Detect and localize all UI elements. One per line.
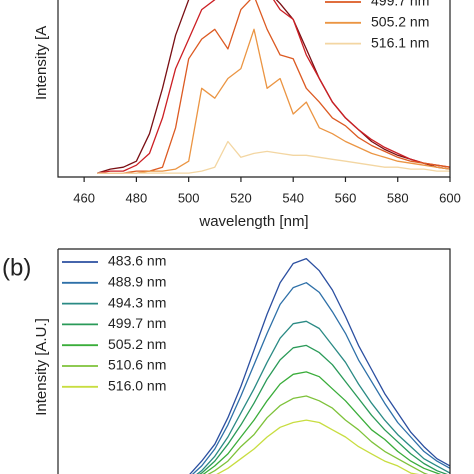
x-tick-label: 460: [73, 190, 95, 205]
y-axis-label: Intensity [A: [33, 26, 50, 100]
x-tick-label: 520: [230, 190, 252, 205]
legend-label: 505.2 nm: [371, 14, 429, 30]
axes-frame: [57, 248, 451, 474]
legend-label: 483.6 nm: [108, 253, 166, 269]
legend-label: 488.9 nm: [108, 274, 166, 290]
legend-label: 499.7 nm: [371, 0, 429, 9]
spectrum-line: [97, 0, 451, 174]
y-axis-label: Intensity [A.U.]: [33, 318, 50, 416]
spectrum-line: [97, 0, 451, 174]
panel-label: (b): [2, 254, 31, 281]
spectrum-line: [97, 0, 451, 174]
spectrum-line: [196, 320, 451, 474]
x-tick-label: 560: [335, 190, 357, 205]
x-tick-label: 600: [439, 190, 461, 205]
spectrum-line: [189, 257, 451, 474]
spectrum-line: [97, 140, 450, 174]
spectrum-line: [216, 419, 420, 474]
spectrum-line: [198, 344, 448, 474]
x-tick-label: 580: [387, 190, 409, 205]
legend-label: 516.0 nm: [108, 378, 166, 394]
legend-label: 516.1 nm: [371, 34, 429, 50]
spectrum-line: [202, 371, 442, 474]
spectrum-line: [191, 282, 451, 474]
legend-label: 499.7 nm: [108, 315, 166, 331]
legend-label: 494.3 nm: [108, 294, 166, 310]
x-tick-label: 480: [126, 190, 148, 205]
x-tick-label: 500: [178, 190, 200, 205]
spectrum-line: [97, 28, 451, 174]
x-tick-label: 540: [282, 190, 304, 205]
legend-label: 510.6 nm: [108, 357, 166, 373]
x-axis-label: wavelength [nm]: [198, 213, 308, 230]
legend-label: 505.2 nm: [108, 336, 166, 352]
spectrum-line: [207, 395, 429, 474]
